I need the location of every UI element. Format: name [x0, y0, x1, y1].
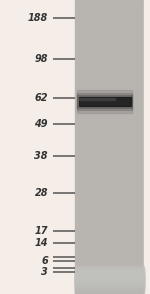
Bar — [77, 90, 132, 113]
Bar — [75, 265, 144, 280]
Bar — [75, 0, 144, 294]
Text: 6: 6 — [41, 256, 48, 266]
Bar — [75, 275, 144, 290]
Bar — [75, 267, 144, 282]
Bar — [75, 274, 144, 289]
Text: 28: 28 — [34, 188, 48, 198]
Text: 98: 98 — [34, 54, 48, 64]
Bar — [75, 276, 144, 291]
Bar — [75, 279, 144, 293]
Bar — [77, 93, 132, 110]
Bar — [77, 95, 132, 108]
Text: 49: 49 — [34, 119, 48, 129]
Bar — [75, 270, 144, 285]
Bar — [79, 98, 115, 100]
Text: 14: 14 — [34, 238, 48, 248]
Bar — [75, 269, 144, 284]
Bar — [75, 271, 144, 286]
Bar — [75, 276, 144, 290]
Bar — [75, 279, 144, 294]
Text: 188: 188 — [28, 13, 48, 23]
Text: 38: 38 — [34, 151, 48, 161]
Bar — [0, 0, 75, 294]
Text: 17: 17 — [34, 226, 48, 236]
Bar — [79, 97, 130, 106]
Text: 62: 62 — [34, 93, 48, 103]
Bar — [75, 278, 144, 293]
Bar — [75, 277, 144, 292]
Bar — [75, 270, 144, 285]
Bar — [75, 268, 144, 282]
Text: 3: 3 — [41, 267, 48, 277]
Bar — [144, 0, 150, 294]
Bar — [75, 268, 144, 283]
Bar — [75, 266, 144, 281]
Bar — [75, 273, 144, 288]
Bar — [75, 272, 144, 287]
Bar — [75, 273, 144, 288]
